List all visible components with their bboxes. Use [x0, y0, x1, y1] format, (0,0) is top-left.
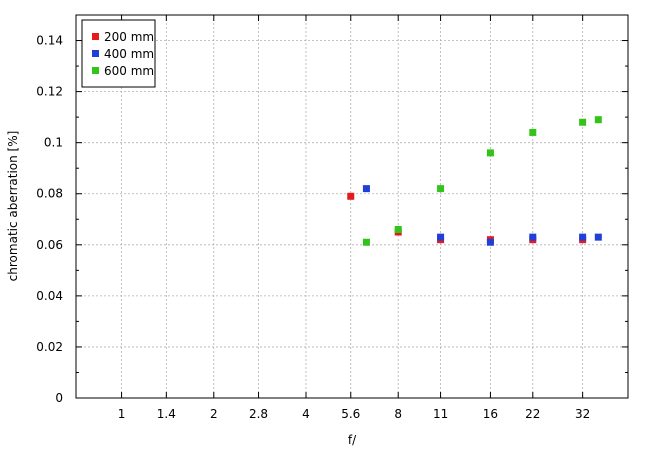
x-tick-label: 22	[525, 407, 540, 421]
data-point-series-1	[437, 233, 445, 241]
data-point-series-2	[486, 149, 494, 157]
x-axis-title: f/	[348, 433, 357, 447]
x-tick-label: 11	[433, 407, 448, 421]
grid-lines	[76, 15, 628, 398]
plot-frame	[75, 14, 629, 399]
legend-label: 200 mm	[104, 30, 154, 44]
data-point-series-1	[362, 185, 370, 193]
legend-swatch	[92, 33, 99, 40]
legend-swatch	[92, 67, 99, 74]
legend: 200 mm 400 mm 600 mm	[81, 19, 156, 88]
y-tick-label: 0.12	[36, 85, 63, 99]
x-tick-label: 16	[483, 407, 498, 421]
data-point-series-2	[529, 128, 537, 136]
data-points	[347, 116, 602, 246]
legend-swatch	[92, 50, 99, 57]
data-point-series-1	[486, 238, 494, 246]
data-point-series-2	[362, 238, 370, 246]
x-tick-label: 5.6	[341, 407, 360, 421]
x-tick-label: 1	[118, 407, 126, 421]
y-tick-label: 0	[55, 391, 63, 405]
x-tick-labels: 1 1.4 2 2.8 4 5.6 8 11 16 22 32	[118, 407, 591, 421]
data-point-series-1	[529, 233, 537, 241]
x-tick-label: 2	[210, 407, 218, 421]
data-point-series-2	[594, 116, 602, 124]
legend-label: 600 mm	[104, 64, 154, 78]
y-tick-label: 0.06	[36, 238, 63, 252]
x-tick-label: 2.8	[249, 407, 268, 421]
y-axis-title: chromatic aberration [%]	[6, 131, 20, 282]
data-point-series-1	[579, 233, 587, 241]
y-tick-label: 0.14	[36, 34, 63, 48]
data-point-series-2	[394, 225, 402, 233]
data-point-series-2	[437, 185, 445, 193]
y-tick-labels: 0 0.02 0.04 0.06 0.08 0.1 0.12 0.14	[36, 34, 63, 405]
y-tick-label: 0.08	[36, 187, 63, 201]
x-tick-label: 4	[302, 407, 310, 421]
x-tick-label: 32	[575, 407, 590, 421]
x-tick-label: 8	[394, 407, 402, 421]
data-point-series-0	[347, 192, 355, 200]
data-point-series-1	[594, 233, 602, 241]
y-tick-label: 0.1	[44, 136, 63, 150]
y-tick-label: 0.02	[36, 340, 63, 354]
y-tick-label: 0.04	[36, 289, 63, 303]
legend-label: 400 mm	[104, 47, 154, 61]
x-tick-label: 1.4	[157, 407, 176, 421]
data-point-series-2	[579, 118, 587, 126]
